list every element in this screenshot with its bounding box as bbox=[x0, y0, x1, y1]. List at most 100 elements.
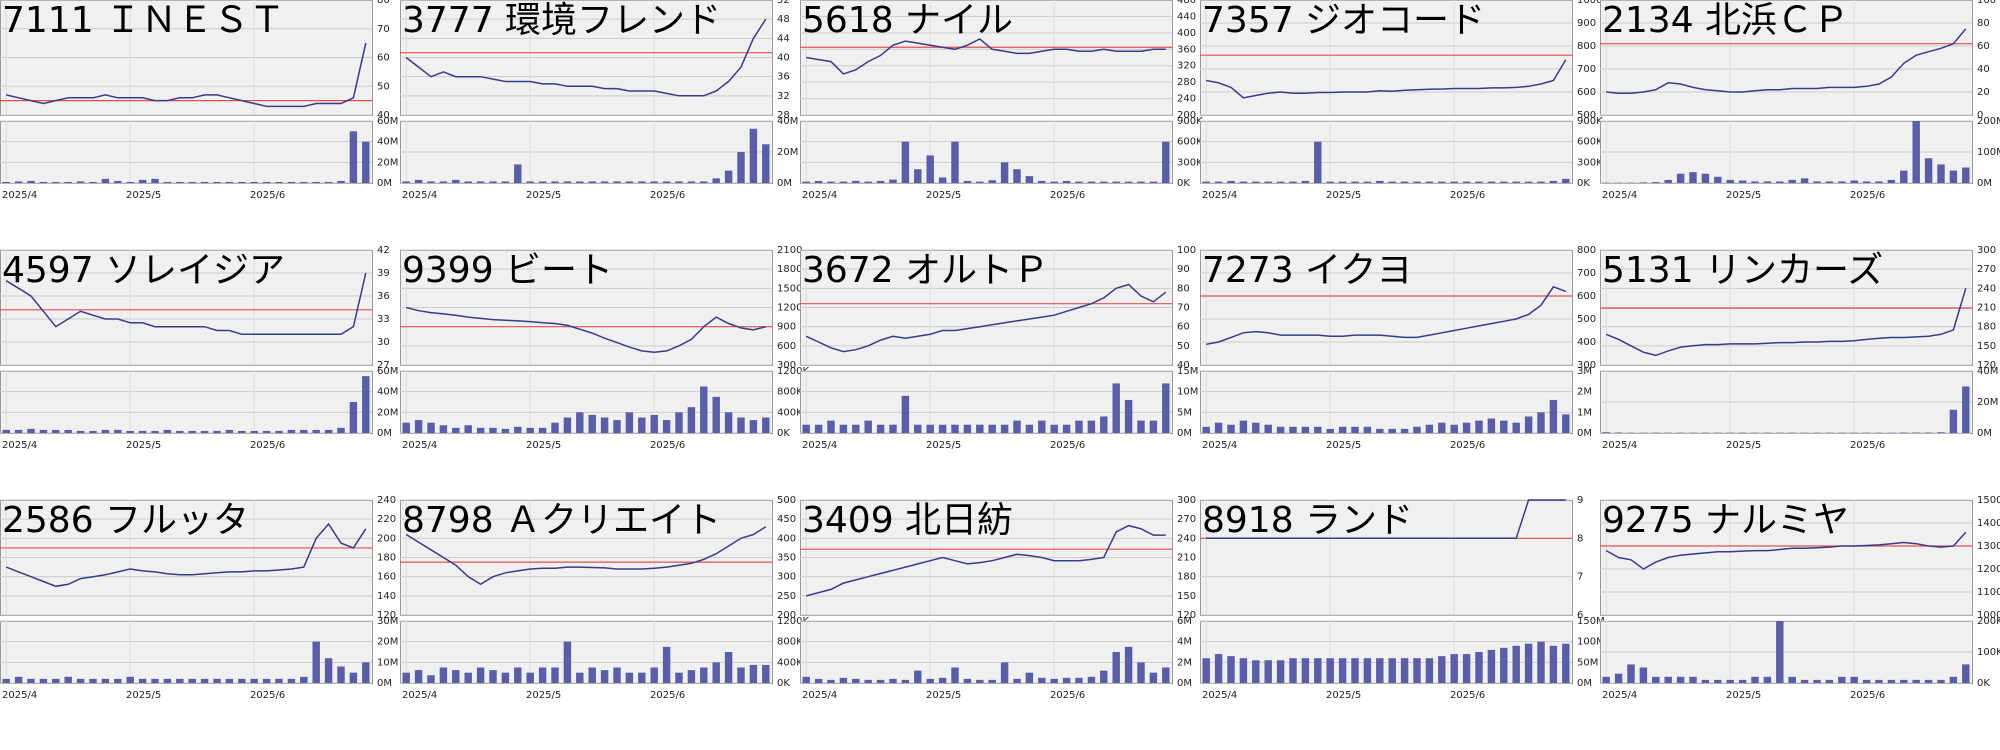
volume-bar bbox=[1689, 172, 1697, 183]
volume-bar bbox=[914, 670, 922, 683]
volume-bar bbox=[362, 376, 370, 433]
volume-bar bbox=[662, 181, 671, 183]
y-tick-label: 150 bbox=[1977, 341, 1996, 352]
volume-bar bbox=[1664, 676, 1672, 683]
volume-bar bbox=[439, 181, 448, 183]
volume-bar bbox=[1388, 181, 1396, 183]
volume-bar bbox=[489, 670, 497, 683]
volume-bar bbox=[538, 667, 547, 683]
y-tick-label: 700 bbox=[1577, 268, 1596, 279]
y-tick-label: 28 bbox=[777, 110, 790, 121]
volume-bar bbox=[876, 180, 885, 183]
y-tick-label: 120 bbox=[1177, 610, 1196, 621]
x-tick-label: 2025/4 bbox=[802, 690, 837, 701]
volume-tick-label: 200M bbox=[1977, 116, 2000, 127]
volume-bar bbox=[1062, 180, 1071, 183]
volume-bar bbox=[1714, 176, 1722, 183]
volume-bar bbox=[262, 430, 271, 433]
volume-bar bbox=[762, 417, 770, 433]
volume-tick-label: 30M bbox=[377, 616, 398, 627]
volume-bar bbox=[1676, 173, 1685, 183]
volume-bar bbox=[1413, 426, 1421, 433]
volume-bar bbox=[901, 395, 910, 433]
price-line bbox=[805, 283, 1167, 353]
volume-tick-label: 100K bbox=[1977, 647, 2000, 658]
price-line bbox=[1605, 531, 1967, 570]
y-tick-label: 48 bbox=[777, 14, 790, 25]
volume-bar bbox=[625, 181, 634, 183]
volume-bar bbox=[1813, 181, 1821, 183]
y-tick-label: 900 bbox=[1577, 18, 1596, 29]
volume-bar bbox=[1962, 386, 1970, 433]
volume-bar bbox=[188, 430, 196, 433]
x-tick-label: 2025/6 bbox=[650, 690, 685, 701]
volume-bar bbox=[163, 678, 172, 683]
volume-bar bbox=[1038, 420, 1046, 433]
y-tick-label: 90 bbox=[1177, 264, 1190, 275]
volume-bar bbox=[275, 181, 283, 183]
price-line bbox=[5, 272, 367, 336]
y-tick-label: 0 bbox=[1977, 110, 1983, 121]
chart-title: 3777 環境フレンド bbox=[402, 0, 721, 41]
y-tick-label: 6 bbox=[1577, 610, 1583, 621]
y-tick-label: 60 bbox=[1177, 322, 1190, 333]
volume-bar bbox=[1202, 658, 1210, 683]
volume-bar bbox=[1100, 670, 1108, 683]
volume-tick-label: 0M bbox=[377, 178, 392, 189]
volume-bar bbox=[1388, 658, 1396, 683]
volume-bar bbox=[864, 420, 872, 433]
volume-bar bbox=[1900, 679, 1908, 683]
volume-bar bbox=[52, 181, 60, 183]
volume-bar bbox=[514, 164, 522, 183]
x-tick-label: 2025/5 bbox=[526, 690, 561, 701]
volume-bar bbox=[489, 181, 497, 183]
volume-bar bbox=[1149, 672, 1158, 683]
volume-bar bbox=[238, 678, 246, 683]
volume-bar bbox=[1376, 658, 1384, 683]
volume-tick-label: 0M bbox=[377, 428, 392, 439]
volume-bar bbox=[1602, 432, 1610, 433]
y-tick-label: 1400 bbox=[1977, 518, 2000, 529]
volume-bar bbox=[1388, 428, 1396, 433]
volume-bar bbox=[1013, 678, 1021, 683]
volume-bar bbox=[551, 667, 559, 683]
x-tick-label: 2025/5 bbox=[926, 690, 961, 701]
volume-bar bbox=[1000, 424, 1009, 433]
y-tick-label: 80 bbox=[1177, 283, 1190, 294]
volume-bar bbox=[1075, 181, 1083, 183]
volume-bar bbox=[1425, 181, 1434, 183]
volume-bar bbox=[1162, 141, 1170, 183]
volume-bar bbox=[1264, 181, 1272, 183]
volume-bar bbox=[1264, 660, 1272, 683]
volume-bar bbox=[114, 429, 122, 433]
y-tick-label: 1500 bbox=[777, 283, 802, 294]
volume-bar bbox=[1239, 181, 1248, 183]
volume-bar bbox=[1726, 679, 1734, 683]
volume-tick-label: 1200K bbox=[777, 366, 809, 377]
volume-panel bbox=[0, 121, 373, 184]
volume-bar bbox=[1689, 676, 1697, 683]
volume-bar bbox=[839, 181, 848, 183]
volume-bar bbox=[114, 180, 122, 183]
volume-bar bbox=[938, 424, 947, 433]
volume-bar bbox=[1763, 181, 1772, 183]
volume-bar bbox=[526, 672, 534, 683]
volume-bar bbox=[1924, 158, 1933, 183]
volume-bar bbox=[1825, 679, 1834, 683]
volume-bar bbox=[1800, 679, 1809, 683]
volume-bar bbox=[126, 430, 134, 433]
volume-bar bbox=[1351, 181, 1359, 183]
volume-bar bbox=[163, 429, 172, 433]
volume-bar bbox=[439, 667, 448, 683]
volume-bar bbox=[938, 177, 947, 183]
volume-bar bbox=[1087, 420, 1096, 433]
volume-tick-label: 0K bbox=[777, 678, 790, 689]
y-tick-label: 52 bbox=[777, 0, 790, 6]
volume-bar bbox=[963, 424, 972, 433]
volume-bar bbox=[126, 181, 134, 183]
volume-bar bbox=[814, 678, 823, 683]
volume-bar bbox=[1075, 677, 1083, 683]
x-tick-label: 2025/5 bbox=[1726, 440, 1761, 451]
y-tick-label: 280 bbox=[1177, 77, 1196, 88]
volume-bar bbox=[1124, 399, 1133, 433]
